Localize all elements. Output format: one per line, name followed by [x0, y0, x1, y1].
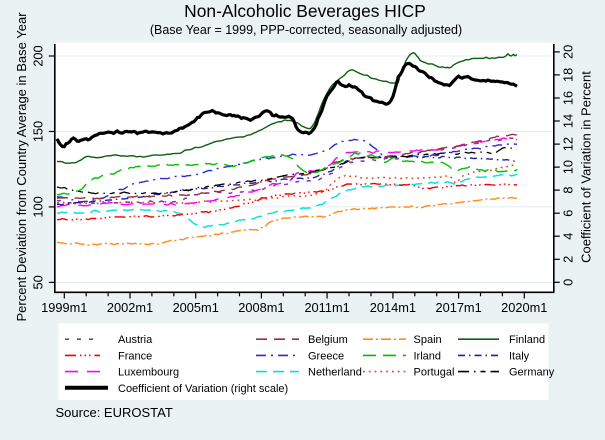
svg-text:16: 16 — [560, 91, 575, 105]
svg-text:200: 200 — [31, 45, 46, 66]
svg-text:2017m1: 2017m1 — [435, 300, 481, 315]
svg-text:Source: EUROSTAT: Source: EUROSTAT — [56, 405, 173, 420]
svg-text:10: 10 — [560, 160, 575, 174]
svg-text:Coefficient of Variation (righ: Coefficient of Variation (right scale) — [118, 383, 288, 395]
svg-text:Spain: Spain — [414, 334, 442, 346]
svg-text:France: France — [118, 350, 152, 362]
svg-text:Belgium: Belgium — [308, 334, 348, 346]
svg-text:6: 6 — [560, 210, 575, 217]
svg-text:100: 100 — [31, 196, 46, 217]
svg-text:50: 50 — [31, 275, 46, 289]
svg-text:18: 18 — [560, 68, 575, 82]
svg-text:1999m1: 1999m1 — [41, 300, 87, 315]
svg-text:2020m1: 2020m1 — [501, 300, 547, 315]
svg-text:2014m1: 2014m1 — [370, 300, 416, 315]
svg-text:(Base Year = 1999, PPP-correct: (Base Year = 1999, PPP-corrected, season… — [150, 23, 462, 37]
svg-text:Germany: Germany — [509, 367, 555, 379]
svg-text:Finland: Finland — [509, 334, 545, 346]
svg-text:Non-Alcoholic Beverages HICP: Non-Alcoholic Beverages HICP — [184, 1, 426, 21]
svg-text:0: 0 — [560, 279, 575, 286]
svg-text:2002m1: 2002m1 — [107, 300, 153, 315]
svg-text:Coefficient of Variation in Pe: Coefficient of Variation in Percent — [579, 71, 594, 263]
svg-text:Luxembourg: Luxembourg — [118, 367, 179, 379]
svg-text:4: 4 — [560, 233, 575, 240]
svg-text:Netherland: Netherland — [308, 367, 362, 379]
svg-text:20: 20 — [560, 45, 575, 59]
svg-text:Austria: Austria — [118, 334, 153, 346]
svg-text:12: 12 — [560, 137, 575, 151]
svg-text:Italy: Italy — [509, 350, 530, 362]
svg-text:2005m1: 2005m1 — [173, 300, 219, 315]
svg-text:Greece: Greece — [308, 350, 344, 362]
svg-text:2008m1: 2008m1 — [238, 300, 284, 315]
svg-text:150: 150 — [31, 121, 46, 142]
svg-text:8: 8 — [560, 187, 575, 194]
svg-text:Portugal: Portugal — [414, 367, 455, 379]
svg-text:2: 2 — [560, 256, 575, 263]
svg-text:2011m1: 2011m1 — [304, 300, 349, 315]
svg-text:Percent Deviation from Country: Percent Deviation from Country Average i… — [14, 12, 29, 322]
svg-text:14: 14 — [560, 114, 575, 128]
svg-text:Irland: Irland — [414, 350, 442, 362]
